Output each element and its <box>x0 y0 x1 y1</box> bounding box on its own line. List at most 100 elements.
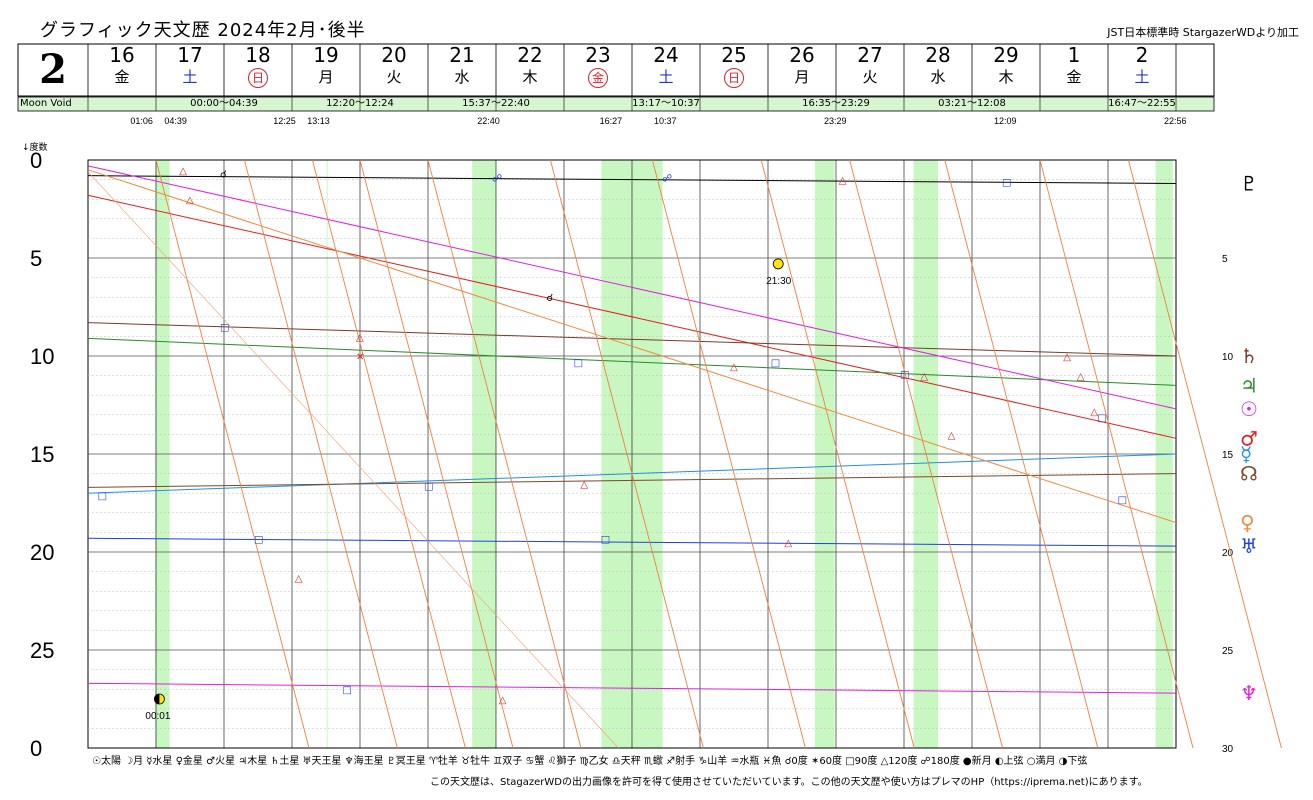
event-time: 16:27 <box>600 116 623 126</box>
moon-void-entry: 15:37～22:40 <box>462 98 530 109</box>
day-cell: 17 土 <box>156 44 224 88</box>
aspect-mark: △ <box>948 430 956 441</box>
moon-void-entry: 03:21～12:08 <box>938 98 1006 109</box>
weekday: 月 <box>794 68 810 86</box>
moon-line <box>427 159 582 749</box>
aspect-mark: △ <box>356 332 364 343</box>
day-cell: 28 水 <box>904 44 972 88</box>
aspect-mark: □ <box>574 358 583 369</box>
full-moon-marker <box>772 258 784 270</box>
y-tick-left: 10 <box>30 344 54 369</box>
aspect-mark: ☍ <box>662 174 672 185</box>
day-number: 1 <box>1067 43 1081 67</box>
aspect-mark: △ <box>1077 372 1085 383</box>
weekday: 土 <box>182 68 198 86</box>
venus-line <box>87 171 619 749</box>
day-number: 27 <box>857 43 883 67</box>
weekday: 土 <box>1134 68 1150 86</box>
y-axis-title: ↓度数 <box>22 141 48 153</box>
page-title: グラフィック天文歴 2024年2月･後半 <box>40 20 366 41</box>
weekday: 日 <box>224 66 292 88</box>
aspect-mark: △ <box>179 166 187 177</box>
day-number: 19 <box>313 43 339 67</box>
weekday: 金 <box>564 66 632 88</box>
event-time: 12:09 <box>994 116 1017 126</box>
weekday: 金 <box>114 68 130 86</box>
planet-line <box>87 194 1177 439</box>
y-tick-left: 0 <box>30 148 42 173</box>
aspect-mark: □ <box>254 534 263 545</box>
planet-symbol: ☿ <box>1240 442 1252 466</box>
aspect-mark: ☌ <box>220 170 227 181</box>
aspect-mark: □ <box>900 370 909 381</box>
aspect-mark: △ <box>839 176 847 187</box>
day-cell: 20 火 <box>360 44 428 88</box>
moon-line <box>651 159 806 749</box>
day-cell: 18 日 <box>224 44 292 88</box>
month-number: 2 <box>39 46 67 93</box>
y-tick-right: 5 <box>1222 254 1228 265</box>
moon-line <box>155 159 310 749</box>
moon-line <box>359 159 514 749</box>
event-time: 04:39 <box>164 116 187 126</box>
weekday: 火 <box>862 68 878 86</box>
moon-line <box>549 159 704 749</box>
aspect-mark: △ <box>1090 407 1098 418</box>
day-number: 21 <box>449 43 475 67</box>
event-time: 10:37 <box>654 116 677 126</box>
moon-void-entry: 00:00～04:39 <box>190 98 258 109</box>
aspect-mark: □ <box>771 358 780 369</box>
aspect-mark: □ <box>424 481 433 492</box>
y-tick-right: 25 <box>1222 646 1234 657</box>
timezone-note: JST日本標準時 StargazerWDより加工 <box>1107 26 1299 39</box>
planet-symbol: ♄ <box>1240 344 1258 368</box>
planet-symbol: ♂ <box>1240 426 1258 450</box>
legend: ☉太陽 ☽月 ☿水星 ♀金星 ♂火星 ♃木星 ♄土星 ♅天王星 ♆海王星 ♇冥王… <box>92 756 1088 767</box>
day-cell: 21 水 <box>428 44 496 88</box>
day-number: 28 <box>925 43 951 67</box>
weekday: 土 <box>658 68 674 86</box>
footer-note: この天文歴は、StagazerWDの出力画像を許可を得て使用させていただいていま… <box>430 777 1148 788</box>
aspect-mark: □ <box>342 685 351 696</box>
weekday: 月 <box>318 68 334 86</box>
day-cell: 22 木 <box>496 44 564 88</box>
moon-line <box>311 159 466 749</box>
day-cell: 26 月 <box>768 44 836 88</box>
moon-line <box>849 159 1004 749</box>
moon-line <box>1039 159 1194 749</box>
moon-line <box>1127 159 1282 749</box>
day-number: 26 <box>789 43 815 67</box>
planet-symbol: ♀ <box>1240 511 1255 535</box>
aspect-mark: △ <box>784 538 792 549</box>
aspect-mark: □ <box>601 534 610 545</box>
aspect-mark: □ <box>98 491 107 502</box>
y-tick-left: 25 <box>30 638 54 663</box>
event-time: 22:56 <box>1164 116 1187 126</box>
moon-void-entry: 16:35～23:29 <box>802 98 870 109</box>
quarter-moon-shade <box>154 694 160 704</box>
weekday: 木 <box>998 68 1014 86</box>
aspect-mark: □ <box>1097 413 1106 424</box>
moon-void-band <box>17 96 1215 112</box>
day-cell: 24 土 <box>632 44 700 88</box>
day-number: 22 <box>517 43 543 67</box>
moon-void-entry: 16:47～22:55 <box>1108 98 1176 109</box>
day-number: 20 <box>381 43 407 67</box>
planet-line <box>87 537 1177 547</box>
aspect-mark: △ <box>730 362 738 373</box>
aspect-mark: △ <box>920 372 928 383</box>
aspect-mark: △ <box>580 479 588 490</box>
moon-void-entry: 13:17～10:37 <box>632 98 700 109</box>
weekday: 水 <box>930 68 946 86</box>
aspect-mark: ✕ <box>356 352 364 363</box>
quarter-moon-time: 00:01 <box>145 711 170 722</box>
planet-line <box>87 337 1177 386</box>
planet-line <box>87 169 1177 524</box>
full-moon-time: 21:30 <box>766 276 791 287</box>
aspect-mark: △ <box>1063 352 1071 363</box>
y-tick-left: 0 <box>30 736 42 761</box>
day-number: 2 <box>1135 43 1149 67</box>
planet-line <box>87 682 1177 694</box>
